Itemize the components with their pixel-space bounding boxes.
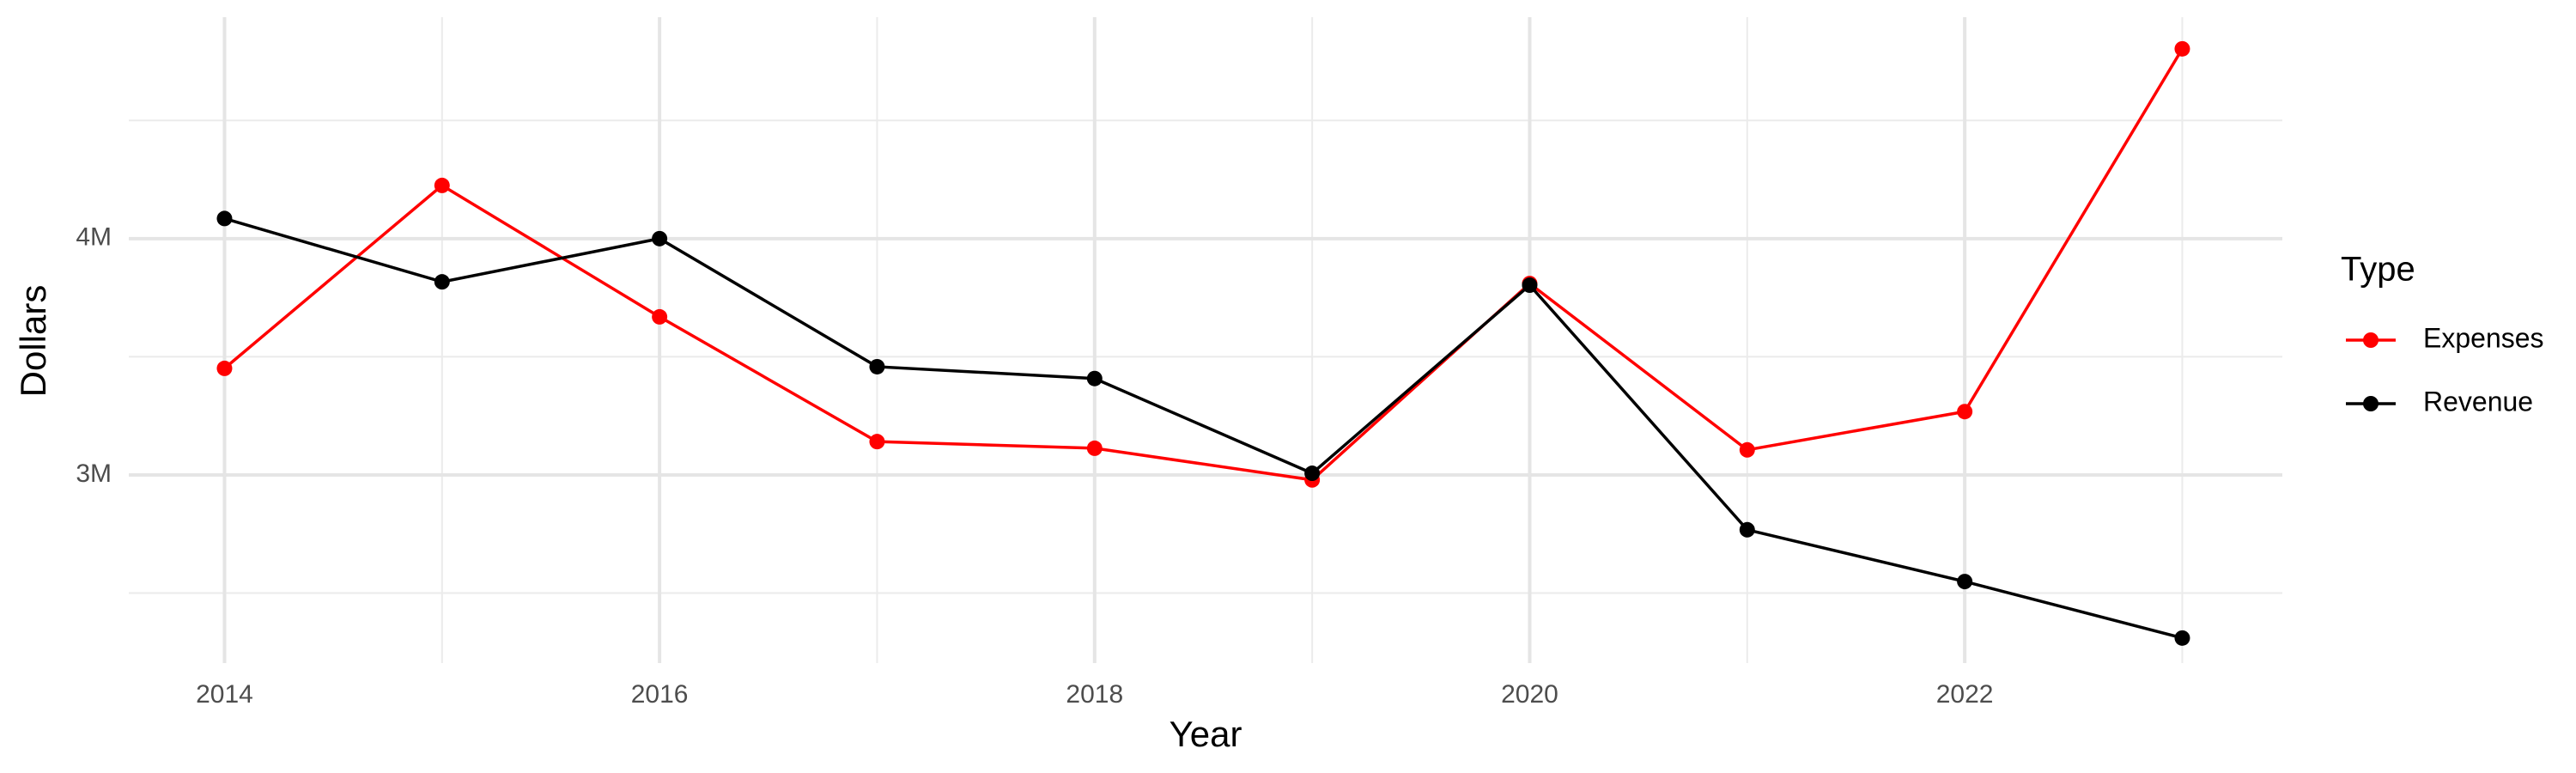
data-point <box>216 360 233 376</box>
data-point <box>2174 40 2190 57</box>
data-point <box>434 177 450 193</box>
legend-marker <box>2363 396 2379 411</box>
x-tick-label: 2016 <box>631 680 689 709</box>
data-point <box>652 230 668 247</box>
data-point <box>869 358 885 374</box>
y-axis-title: Dollars <box>13 285 53 398</box>
legend-label: Revenue <box>2423 386 2533 417</box>
legend-marker <box>2363 332 2379 348</box>
data-point <box>1086 440 1103 456</box>
series-line <box>223 47 2184 482</box>
data-point <box>1957 574 1973 590</box>
data-point <box>216 210 233 227</box>
x-axis-title: Year <box>1170 714 1242 754</box>
y-tick-label: 3M <box>76 460 112 488</box>
x-tick-label: 2018 <box>1066 680 1123 709</box>
data-point <box>1957 404 1973 420</box>
data-point <box>2174 630 2190 646</box>
x-tick-label: 2022 <box>1936 680 1994 709</box>
data-point <box>869 434 885 450</box>
legend-title: Type <box>2341 251 2415 289</box>
data-point <box>434 274 450 290</box>
legend-label: Expenses <box>2423 322 2544 353</box>
data-point <box>1739 521 1755 538</box>
data-point <box>1739 441 1755 458</box>
y-tick-label: 4M <box>76 223 112 252</box>
data-point <box>1304 466 1321 482</box>
data-point <box>652 308 668 325</box>
x-tick-label: 2014 <box>196 680 253 709</box>
data-point <box>1086 370 1103 386</box>
x-tick-label: 2020 <box>1501 680 1558 709</box>
data-point <box>1522 277 1538 294</box>
series-line <box>223 216 2183 640</box>
